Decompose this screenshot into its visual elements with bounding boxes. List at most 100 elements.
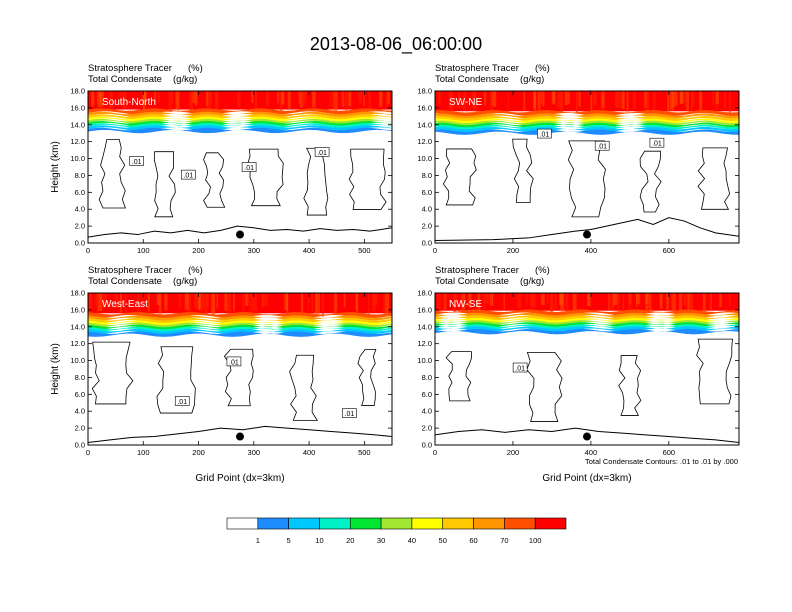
tracer-streak	[525, 293, 528, 305]
tracer-streak	[251, 91, 254, 103]
tracer-band-100	[435, 293, 739, 311]
location-marker	[236, 432, 244, 441]
colorbar-swatch	[504, 517, 536, 530]
tracer-streak	[593, 91, 595, 107]
tracer-streak	[387, 91, 390, 104]
tracer-streak	[687, 293, 690, 312]
tracer-streak	[550, 293, 553, 312]
y-tick-label: 4.0	[75, 407, 85, 416]
panel-label: West-East	[102, 299, 148, 310]
tracer-streak	[363, 91, 365, 107]
tracer-streak	[98, 91, 101, 103]
tracer-streak	[728, 91, 732, 113]
tracer-streak	[557, 91, 560, 109]
tracer-streak	[104, 293, 107, 305]
tracer-streak	[438, 91, 441, 105]
condensate-contour	[156, 346, 196, 414]
tracer-streak	[114, 293, 118, 308]
tracer-streak	[284, 293, 289, 311]
contour-label: .01	[317, 150, 327, 157]
contour-label-box	[342, 408, 357, 418]
tracer-streak	[287, 91, 291, 109]
tracer-streak	[250, 293, 253, 316]
x-tick-label: 200	[192, 246, 205, 255]
colorbar-swatch	[257, 517, 289, 530]
tracer-streak	[659, 293, 663, 309]
tracer-band-70	[435, 309, 739, 316]
contour-label-box	[314, 147, 330, 157]
tracer-streak	[312, 91, 316, 108]
subtitle-condensate: Total Condensate	[435, 276, 509, 287]
tracer-streak	[249, 293, 251, 311]
tracer-streak	[102, 293, 105, 309]
contour-label: .01	[244, 165, 254, 172]
colorbar-level-label: 1	[256, 536, 260, 545]
plot-frame	[434, 90, 740, 244]
x-tick-label: 400	[585, 448, 598, 457]
x-tick-label: 400	[303, 246, 316, 255]
tracer-streak	[88, 293, 93, 312]
tracer-streak	[356, 293, 359, 314]
tracer-streak	[245, 293, 249, 307]
contour-label: .01	[177, 399, 187, 406]
tracer-streak	[300, 91, 305, 107]
contour-label: .01	[540, 132, 550, 139]
terrain-line	[435, 217, 739, 241]
tracer-band-60	[435, 312, 739, 319]
tracer-streak	[177, 91, 180, 110]
condensate-contour	[91, 341, 134, 405]
x-axis-label: Grid Point (dx=3km)	[195, 473, 284, 484]
panel-label: NW-SE	[449, 299, 482, 310]
contour-label-box	[512, 362, 528, 373]
contour-label-box	[181, 169, 196, 180]
subtitle-condensate-units: (g/kg)	[173, 74, 197, 85]
tracer-streak	[262, 293, 264, 307]
tracer-streak	[444, 293, 447, 305]
panel-south-north: Stratosphere Tracer (%) Total Condensate (g…	[50, 63, 393, 255]
colorbar-swatch	[442, 517, 474, 530]
y-tick-label: 14.0	[70, 120, 85, 129]
tracer-streak	[211, 293, 216, 315]
x-tick-label: 500	[358, 448, 371, 457]
colorbar-swatch	[319, 517, 351, 530]
panel-label: South-North	[102, 97, 156, 108]
tracer-band-10	[88, 123, 392, 129]
y-axis-label: Height (km)	[50, 343, 61, 395]
tracer-streak	[639, 293, 641, 307]
tracer-streak	[712, 91, 715, 105]
subtitle-condensate-units: (g/kg)	[520, 276, 544, 287]
tracer-streak	[448, 91, 452, 109]
subtitle-tracer-units: (%)	[535, 265, 550, 276]
tracer-streak	[307, 293, 310, 311]
tracer-band-30	[435, 320, 739, 326]
subtitle-tracer: Stratosphere Tracer	[88, 63, 172, 74]
subtitle-tracer-units: (%)	[188, 265, 203, 276]
tracer-streak	[690, 91, 693, 112]
tracer-streak	[175, 91, 180, 110]
tracer-band-10	[435, 324, 739, 330]
tracer-field: .01 .01 .01 .01	[88, 91, 392, 239]
tracer-streak	[547, 293, 549, 304]
terrain-line	[435, 427, 739, 443]
tracer-band-1	[88, 331, 392, 337]
tracer-streak	[209, 91, 212, 105]
y-tick-label: 0.0	[75, 239, 85, 248]
tracer-streak	[457, 91, 461, 109]
subtitle-tracer-units: (%)	[188, 63, 203, 74]
colorbar-swatch	[534, 517, 567, 530]
y-tick-label: 2.0	[75, 424, 85, 433]
panel-sw-ne: Stratosphere Tracer (%) Total Condensate (g…	[417, 63, 740, 255]
tracer-streak	[529, 293, 534, 306]
colorbar-level-label: 40	[408, 536, 416, 545]
tracer-streak	[334, 293, 337, 315]
colorbar-swatch	[411, 517, 444, 530]
tracer-streak	[670, 293, 675, 308]
tracer-streak	[254, 91, 257, 111]
tracer-streak	[255, 293, 257, 314]
y-tick-label: 8.0	[422, 373, 432, 382]
tracer-streak	[321, 293, 325, 317]
tracer-streak	[265, 91, 270, 107]
tracer-streak	[723, 91, 726, 109]
tracer-streak	[202, 293, 205, 309]
condensate-contour	[697, 147, 731, 210]
